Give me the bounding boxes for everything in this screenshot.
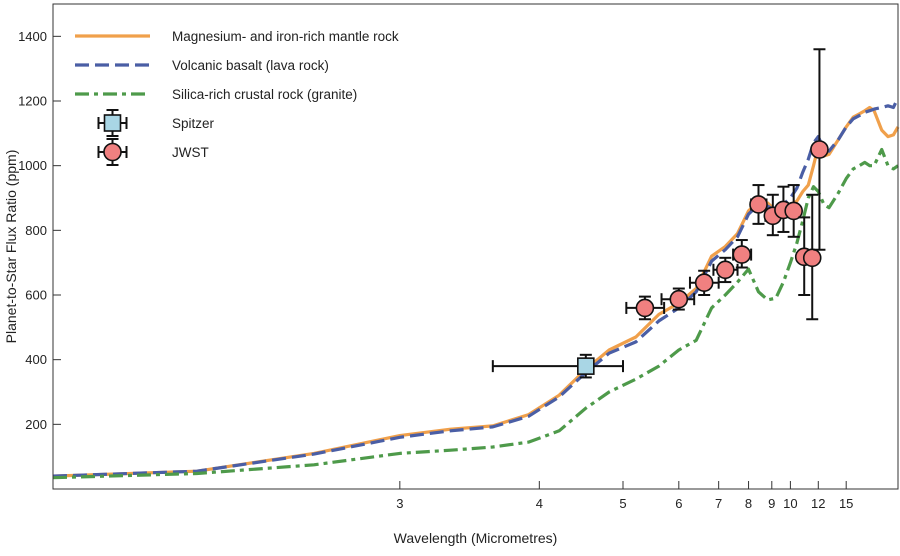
y-tick-label-200: 200	[25, 417, 47, 432]
legend-0-label: Magnesium- and iron-rich mantle rock	[172, 29, 399, 44]
x-tick-label-4: 4	[536, 496, 543, 511]
legend-3-marker	[103, 114, 122, 132]
legend: Magnesium- and iron-rich mantle rock Volc…	[75, 29, 399, 166]
y-tick-label-800: 800	[25, 223, 47, 238]
y-axis-title: Planet-to-Star Flux Ratio (ppm)	[3, 150, 19, 344]
data-point-jwst-2	[694, 273, 714, 293]
y-tick-label-1400: 1400	[18, 29, 47, 44]
legend-3-label: Spitzer	[172, 116, 215, 131]
x-tick-label-3: 3	[396, 496, 403, 511]
series-line-1	[52, 97, 900, 478]
x-tick-label-8: 8	[745, 496, 752, 511]
legend-4-marker	[103, 142, 122, 162]
series-line-0	[52, 105, 900, 478]
data-point-jwst-0	[635, 298, 655, 318]
legend-4-label: JWST	[172, 145, 209, 160]
data-point-jwst-4	[732, 245, 752, 264]
series-line-2	[52, 147, 899, 480]
x-tick-label-15: 15	[839, 496, 853, 511]
x-tick-label-12: 12	[811, 496, 825, 511]
data-point-spitzer-0	[577, 357, 595, 375]
plot-frame	[52, 3, 899, 490]
data-point-jwst-5	[749, 195, 768, 214]
data-point-jwst-11	[810, 140, 829, 159]
measurement-points	[491, 48, 829, 379]
y-tick-label-1200: 1200	[18, 94, 47, 109]
legend-2-label: Silica-rich crustal rock (granite)	[172, 87, 357, 102]
y-tick-label-400: 400	[25, 352, 47, 367]
data-point-jwst-10	[802, 248, 822, 268]
y-tick-label-600: 600	[25, 288, 47, 303]
data-point-jwst-8	[784, 201, 803, 221]
legend-1-label: Volcanic basalt (lava rock)	[172, 58, 329, 73]
data-point-jwst-1	[669, 289, 689, 309]
x-tick-label-5: 5	[619, 496, 626, 511]
x-tick-label-10: 10	[783, 496, 797, 511]
x-tick-label-7: 7	[715, 496, 722, 511]
axes: 200 400 600 800 1000 1200 1400 3 4 5 6 7 8 9 10 12 15	[18, 3, 899, 511]
data-point-jwst-3	[716, 260, 735, 280]
x-tick-label-9: 9	[768, 496, 775, 511]
x-tick-label-6: 6	[675, 496, 682, 511]
y-tick-label-1000: 1000	[18, 158, 47, 173]
x-axis-title: Wavelength (Micrometres)	[394, 530, 558, 546]
